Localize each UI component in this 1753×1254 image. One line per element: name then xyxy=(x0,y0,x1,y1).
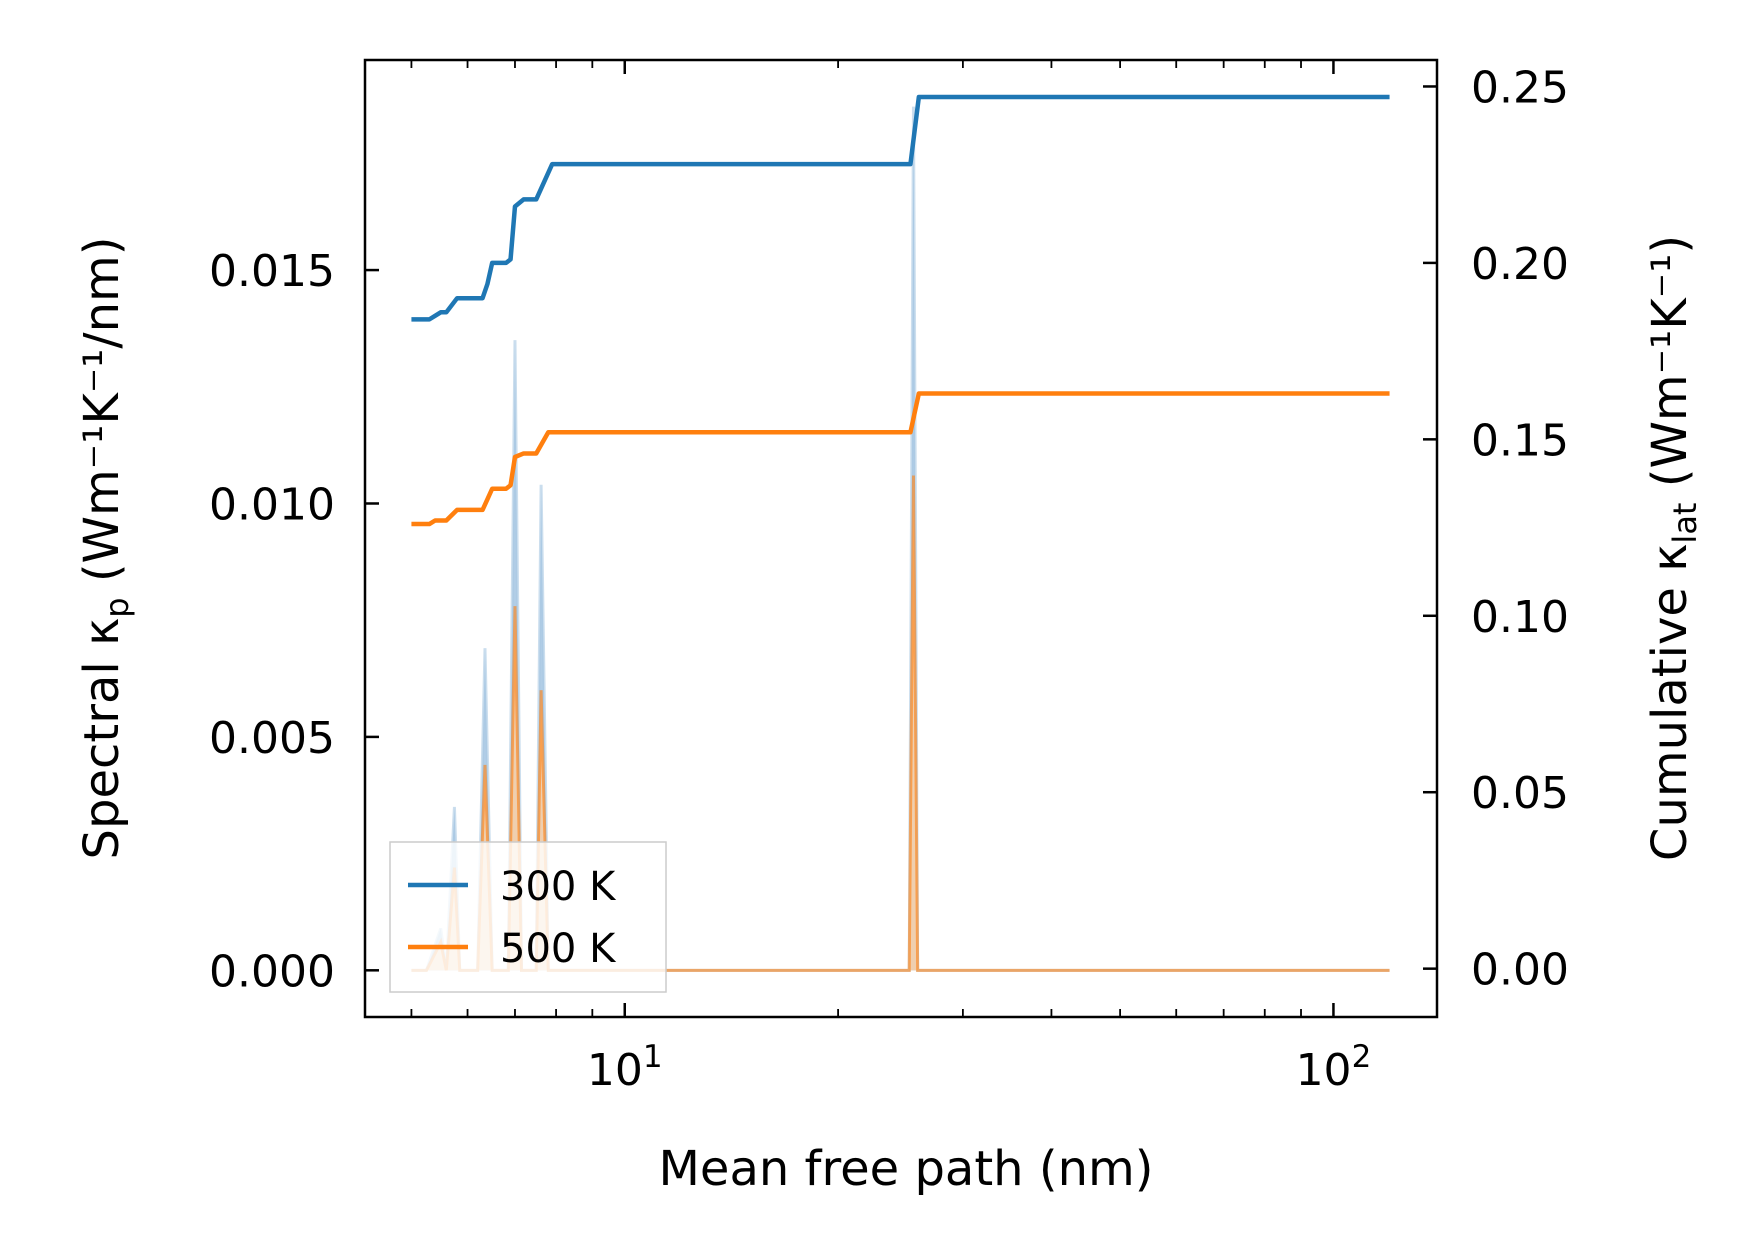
x-tick-label-base: 10 xyxy=(1296,1045,1352,1096)
right-axis-label: Cumulative κlat (Wm⁻¹K⁻¹) xyxy=(1642,235,1704,861)
x-tick-label: 101 xyxy=(587,1039,663,1096)
spectral-300k-line xyxy=(411,106,1390,972)
legend-box xyxy=(389,841,667,993)
x-tick-label: 102 xyxy=(1296,1039,1372,1096)
left-tick-label: 0.000 xyxy=(209,946,335,997)
cumulative-300k-line xyxy=(411,94,1390,322)
left-tick-label: 0.010 xyxy=(209,479,335,530)
left-axis-label: Spectral κp (Wm⁻¹K⁻¹/nm) xyxy=(74,237,136,860)
series-lines xyxy=(411,94,1390,527)
legend-label-500k: 500 K xyxy=(500,926,617,972)
cumulative-500k-line xyxy=(411,391,1390,527)
x-tick-label-exp: 1 xyxy=(643,1039,663,1075)
right-tick-label: 0.05 xyxy=(1471,768,1569,819)
right-tick-label: 0.20 xyxy=(1471,239,1569,290)
legend-label-300k: 300 K xyxy=(500,864,617,910)
right-tick-label: 0.15 xyxy=(1471,415,1569,466)
left-tick-label: 0.015 xyxy=(209,246,335,297)
right-tick-label: 0.10 xyxy=(1471,592,1569,643)
legend: 300 K 500 K xyxy=(389,841,667,993)
spectral-300k-area xyxy=(411,106,1390,971)
plot-frame xyxy=(363,58,1439,1019)
right-tick-label: 0.25 xyxy=(1471,62,1569,113)
x-tick-label-exp: 2 xyxy=(1352,1039,1372,1075)
axis-ticks: 101 1020.0000.0050.0100.0150.000.050.100.… xyxy=(209,60,1569,1096)
x-tick-label-base: 10 xyxy=(587,1045,643,1096)
x-axis-label: Mean free path (nm) xyxy=(659,1141,1154,1197)
left-tick-label: 0.005 xyxy=(209,713,335,764)
spectral-fills xyxy=(411,106,1390,972)
right-tick-label: 0.00 xyxy=(1471,945,1569,996)
